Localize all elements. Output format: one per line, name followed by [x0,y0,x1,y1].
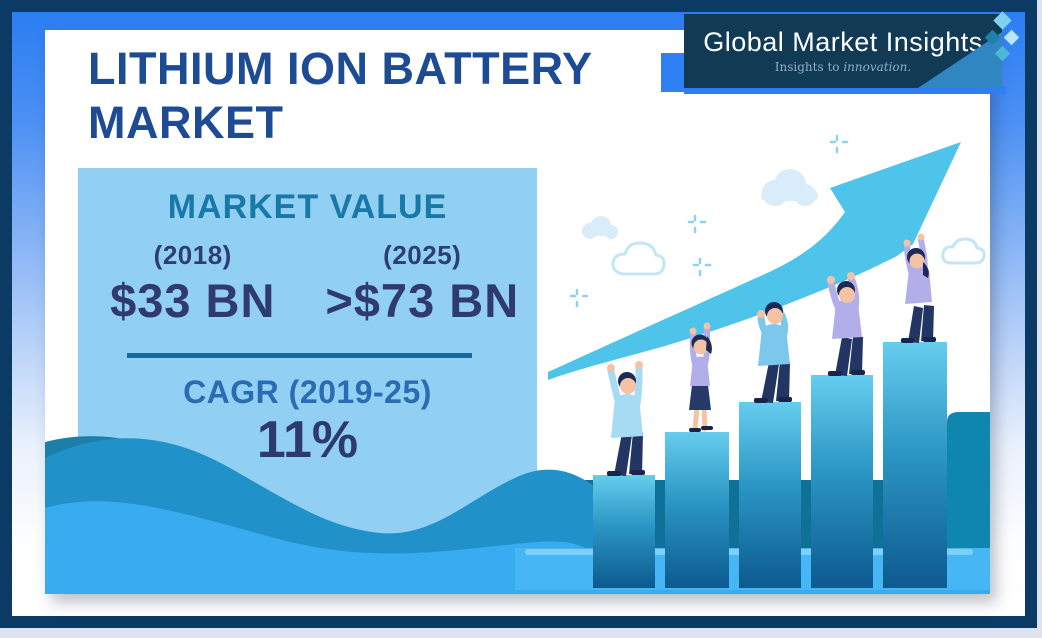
person-2 [689,322,713,433]
logo-underline-bar [684,86,1006,94]
bar-3 [739,402,801,588]
bar-5 [883,342,947,588]
sparkle-plus-icons [569,134,849,308]
page-title: LITHIUM ION BATTERY MARKET [88,42,592,150]
bar-4 [811,375,873,588]
page-title-line2: MARKET [88,97,284,148]
panel-divider [127,353,472,358]
value-2018-group: (2018) $33 BN [78,240,308,328]
market-value-heading: MARKET VALUE [167,188,448,226]
person-5 [901,233,936,343]
content-card: LITHIUM ION BATTERY MARKET MARKET VALUE … [45,30,990,594]
logo-diamond-icon [984,11,1020,62]
person-1 [607,361,645,476]
value-2018: $33 BN [110,274,276,327]
market-value-panel: MARKET VALUE (2018) $33 BN (2025) >$73 B… [78,168,537,558]
growth-arrow-icon [548,142,961,380]
cloud-filled-large [761,169,818,206]
bar-chart-bars [593,342,947,588]
value-2025-group: (2025) >$73 BN [308,240,538,328]
person-4 [827,272,865,376]
teal-band-behind-bars [585,480,990,550]
chart-base-strip [515,548,990,590]
cloud-outline [611,241,666,276]
brand-tagline: Insights to innovation. [684,60,1002,74]
page-title-line1: LITHIUM ION BATTERY [88,43,593,94]
brand-name: Global Market Insights [703,27,983,57]
year-label-2018: (2018) [153,240,232,270]
chart-base-highlight [525,549,973,555]
brand-tagline-emphasis: innovation. [843,60,912,74]
brand-tagline-prefix: Insights to [774,60,844,74]
cagr-label: CAGR (2019-25) [183,374,432,410]
cloud-filled-small [582,216,618,239]
year-label-2025: (2025) [383,240,462,270]
bar-2 [665,432,729,588]
value-2025: >$73 BN [325,274,520,327]
teal-hill-right [947,412,990,550]
bar-1 [593,475,655,588]
logo-accent-square [661,53,684,92]
cloud-outline-right [941,237,986,265]
cagr-value: 11% [256,411,359,469]
brand-logo: Global Market Insights Insights to innov… [684,14,1002,88]
person-3 [754,302,792,403]
